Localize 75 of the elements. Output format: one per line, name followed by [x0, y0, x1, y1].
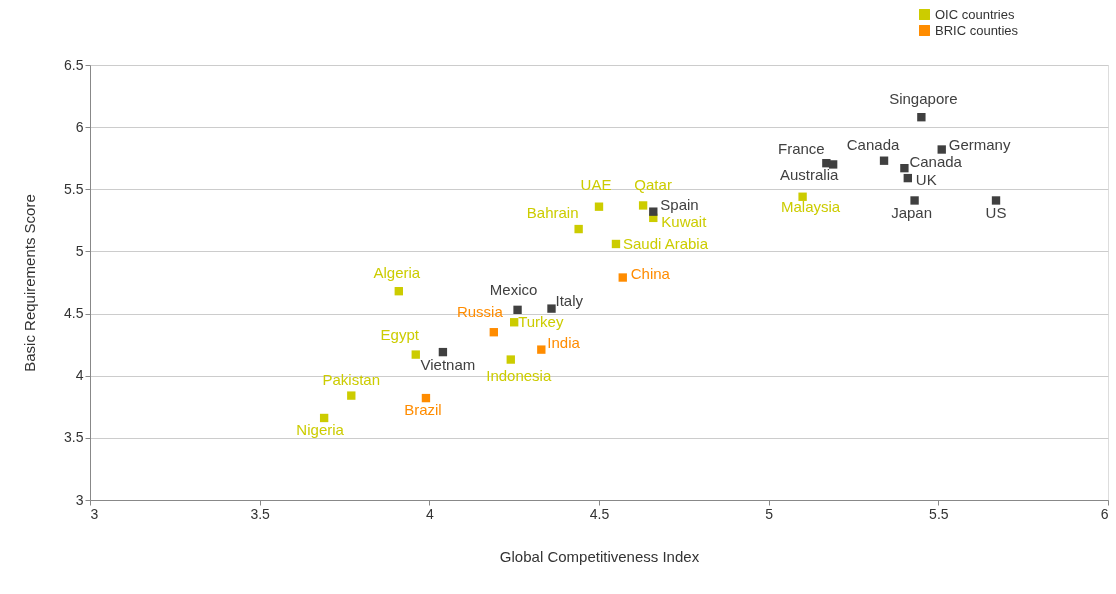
- data-label: Nigeria: [296, 420, 345, 438]
- point: [537, 345, 546, 354]
- data-label: Turkey: [518, 313, 564, 331]
- data-label: Singapore: [889, 90, 958, 108]
- data-label: Indonesia: [486, 366, 552, 384]
- data-label: Bahrain: [526, 204, 579, 222]
- data-label: Japan: [891, 204, 933, 222]
- data-label: Saudi Arabia: [622, 234, 709, 252]
- y-tick-label: 3: [75, 491, 84, 508]
- point: [489, 328, 498, 337]
- point: [421, 393, 431, 403]
- point: [611, 239, 621, 249]
- point: [991, 196, 1001, 205]
- y-tick-label: 4.5: [64, 305, 84, 322]
- data-label: Brazil: [404, 401, 442, 419]
- point: [509, 318, 519, 327]
- data-label: France: [778, 140, 825, 158]
- point: [910, 196, 919, 205]
- data-label: Vietnam: [420, 356, 476, 374]
- point: [937, 145, 946, 154]
- y-tick-label: 5.5: [64, 180, 84, 197]
- data-label: Germany: [948, 135, 1011, 153]
- x-tick-label: 4.5: [589, 505, 610, 522]
- point: [638, 201, 648, 210]
- point: [506, 355, 515, 364]
- data-label: Canada: [846, 135, 900, 153]
- point: [900, 163, 909, 173]
- data-label: Qatar: [634, 176, 672, 194]
- y-tick-label: 5: [75, 242, 84, 259]
- data-label: China: [630, 264, 671, 282]
- point: [649, 207, 658, 216]
- data-label: Pakistan: [322, 370, 381, 388]
- data-label: Spain: [660, 195, 699, 213]
- point: [411, 350, 420, 359]
- data-label: Italy: [555, 291, 584, 309]
- point: [917, 113, 926, 122]
- y-tick-label: 3.5: [64, 429, 84, 446]
- data-label: Mexico: [489, 280, 538, 298]
- point: [828, 160, 838, 169]
- data-label: US: [985, 204, 1007, 222]
- data-label: Australia: [779, 166, 839, 184]
- data-label: Russia: [456, 303, 504, 321]
- legend-label: BRIC counties: [935, 22, 1019, 38]
- point: [394, 287, 403, 296]
- data-label: Egypt: [380, 325, 420, 343]
- y-tick-label: 6.5: [64, 56, 84, 73]
- x-axis-title: Global Competitiveness Index: [499, 547, 700, 565]
- x-tick-label: 4: [425, 505, 434, 522]
- point: [547, 304, 556, 313]
- point: [574, 224, 583, 234]
- x-tick-label: 3: [90, 505, 99, 522]
- point: [438, 347, 448, 357]
- point: [798, 192, 807, 201]
- point: [513, 305, 522, 315]
- data-label: UAE: [580, 175, 612, 193]
- data-label: Kuwait: [661, 212, 708, 230]
- y-axis-title: Basic Requirements Score: [21, 194, 39, 372]
- data-label: India: [547, 333, 581, 351]
- data-label: Algeria: [373, 264, 421, 282]
- y-tick-label: 4: [75, 367, 84, 384]
- x-tick-label: 5: [765, 505, 774, 522]
- y-tick-label: 6: [75, 118, 84, 135]
- x-tick-label: 5.5: [929, 505, 949, 522]
- data-label: Canada: [909, 153, 963, 171]
- x-tick-label: 6: [1100, 505, 1109, 522]
- data-label: UK: [915, 171, 937, 189]
- legend-label: OIC countries: [935, 6, 1015, 22]
- point: [319, 413, 329, 423]
- point: [903, 173, 912, 183]
- point: [618, 273, 627, 282]
- point: [347, 391, 356, 400]
- point: [879, 156, 889, 165]
- data-label: Malaysia: [781, 197, 841, 215]
- point: [594, 202, 604, 211]
- x-tick-label: 3.5: [250, 505, 271, 522]
